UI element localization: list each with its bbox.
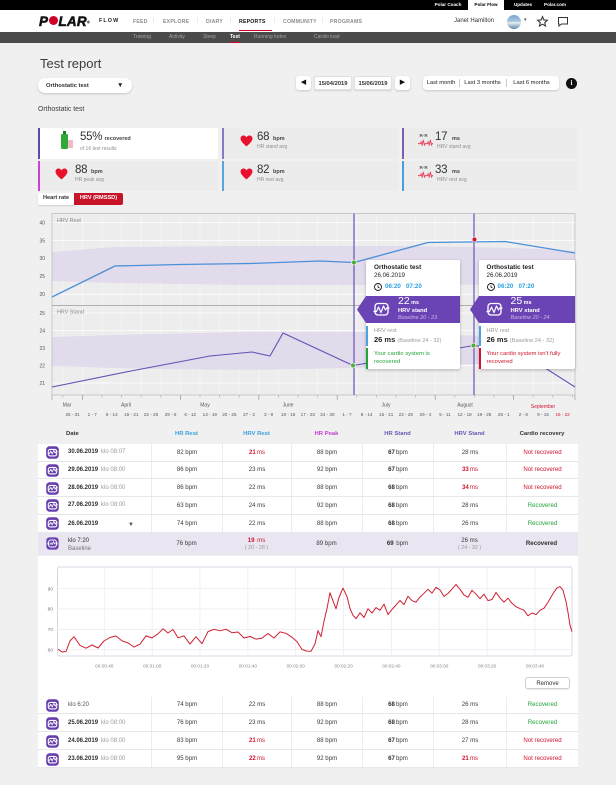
svg-text:80: 80 [48, 607, 54, 613]
svg-text:24: 24 [39, 328, 45, 334]
svg-text:April: April [121, 403, 131, 409]
svg-text:40: 40 [39, 220, 45, 226]
svg-text:00:02:20: 00:02:20 [334, 664, 353, 669]
svg-text:19 - 25: 19 - 25 [477, 412, 492, 417]
svg-text:00:00:40: 00:00:40 [95, 664, 114, 669]
svg-text:16 - 22: 16 - 22 [555, 412, 570, 417]
svg-text:22: 22 [39, 363, 45, 369]
svg-text:35: 35 [39, 238, 45, 244]
svg-text:22 - 28: 22 - 28 [144, 412, 159, 417]
svg-text:May: May [200, 403, 210, 409]
svg-text:15 - 21: 15 - 21 [379, 412, 394, 417]
svg-text:September: September [531, 404, 556, 410]
svg-text:13 - 19: 13 - 19 [203, 412, 218, 417]
svg-text:August: August [457, 403, 473, 409]
svg-text:00:02:40: 00:02:40 [382, 664, 401, 669]
svg-text:17 - 23: 17 - 23 [301, 412, 316, 417]
svg-text:21: 21 [39, 381, 45, 387]
svg-text:8 - 14: 8 - 14 [361, 412, 373, 417]
svg-text:2 - 8: 2 - 8 [519, 412, 529, 417]
svg-text:July: July [382, 403, 391, 409]
svg-text:60: 60 [48, 647, 54, 653]
svg-text:8 - 14: 8 - 14 [106, 412, 118, 417]
svg-text:00:01:00: 00:01:00 [143, 664, 162, 669]
svg-text:9 - 15: 9 - 15 [537, 412, 549, 417]
svg-text:25: 25 [39, 311, 45, 317]
svg-text:15 - 21: 15 - 21 [124, 412, 139, 417]
svg-text:20 - 26: 20 - 26 [222, 412, 237, 417]
svg-text:HRV Stand: HRV Stand [57, 310, 84, 316]
svg-text:29 - 4: 29 - 4 [420, 412, 432, 417]
svg-text:1 - 7: 1 - 7 [88, 412, 98, 417]
svg-text:10 - 16: 10 - 16 [281, 412, 296, 417]
svg-text:26 - 1: 26 - 1 [498, 412, 510, 417]
svg-text:70: 70 [48, 627, 54, 633]
svg-text:HRV Rest: HRV Rest [57, 218, 81, 224]
svg-text:27 - 2: 27 - 2 [243, 412, 255, 417]
svg-text:00:03:40: 00:03:40 [526, 664, 545, 669]
svg-text:00:02:00: 00:02:00 [287, 664, 306, 669]
svg-text:6 - 12: 6 - 12 [184, 412, 196, 417]
svg-text:1 - 7: 1 - 7 [342, 412, 352, 417]
svg-text:00:03:00: 00:03:00 [430, 664, 449, 669]
svg-text:June: June [283, 403, 294, 409]
svg-text:29 - 5: 29 - 5 [165, 412, 177, 417]
svg-text:25: 25 [39, 274, 45, 280]
svg-text:24 - 30: 24 - 30 [320, 412, 335, 417]
svg-text:22 - 28: 22 - 28 [399, 412, 414, 417]
svg-text:5 - 11: 5 - 11 [439, 412, 451, 417]
svg-text:3 - 9: 3 - 9 [264, 412, 274, 417]
svg-text:12 - 18: 12 - 18 [457, 412, 472, 417]
svg-text:Mar: Mar [63, 403, 72, 409]
svg-text:25 - 31: 25 - 31 [65, 412, 80, 417]
svg-text:23: 23 [39, 346, 45, 352]
svg-text:30: 30 [39, 256, 45, 262]
svg-text:00:03:20: 00:03:20 [478, 664, 497, 669]
svg-text:90: 90 [48, 586, 54, 592]
svg-text:00:01:40: 00:01:40 [239, 664, 258, 669]
svg-text:20: 20 [39, 292, 45, 298]
svg-text:00:01:20: 00:01:20 [191, 664, 210, 669]
